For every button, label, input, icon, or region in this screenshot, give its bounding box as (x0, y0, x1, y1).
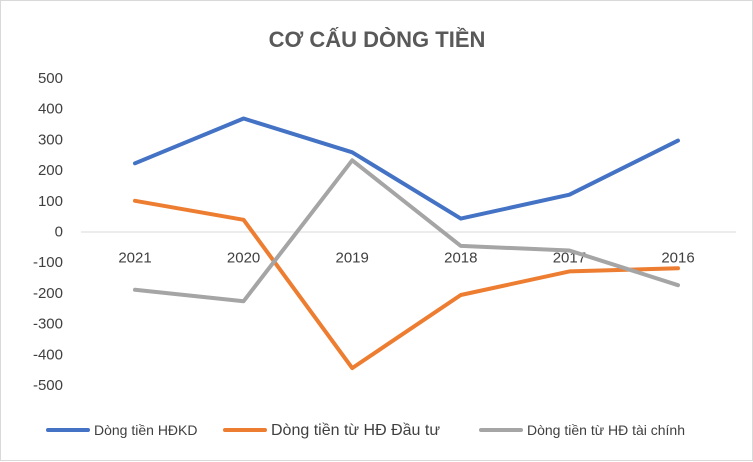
y-tick-label: 0 (55, 224, 63, 241)
y-tick-label: 500 (38, 70, 63, 87)
x-tick-label: 2019 (336, 250, 369, 267)
x-tick-label: 2016 (661, 250, 694, 267)
y-tick-label: 100 (38, 193, 63, 210)
legend: Dòng tiền HĐKD Dòng tiền từ HĐ Đầu tư Dòng… (48, 422, 685, 439)
series-line-2 (135, 201, 678, 368)
y-tick-label: 200 (38, 162, 63, 179)
y-tick-label: -100 (33, 254, 63, 271)
y-axis-ticks: 500 400 300 200 100 0 -100 -200 -300 -400 -500 (33, 70, 63, 394)
y-tick-label: -500 (33, 377, 63, 394)
y-tick-label: 400 (38, 101, 63, 118)
x-tick-label: 2021 (118, 250, 151, 267)
y-tick-label: -200 (33, 285, 63, 302)
chart-title: CƠ CẤU DÒNG TIỀN (269, 27, 486, 52)
legend-label: Dòng tiền HĐKD (94, 422, 198, 438)
series-lines (135, 118, 678, 368)
y-tick-label: -400 (33, 346, 63, 363)
legend-label: Dòng tiền từ HĐ Đầu tư (271, 422, 440, 439)
x-tick-label: 2020 (227, 250, 260, 267)
y-tick-label: 300 (38, 131, 63, 148)
legend-label: Dòng tiền từ HĐ tài chính (527, 422, 685, 438)
x-tick-label: 2018 (444, 250, 477, 267)
y-tick-label: -300 (33, 316, 63, 333)
